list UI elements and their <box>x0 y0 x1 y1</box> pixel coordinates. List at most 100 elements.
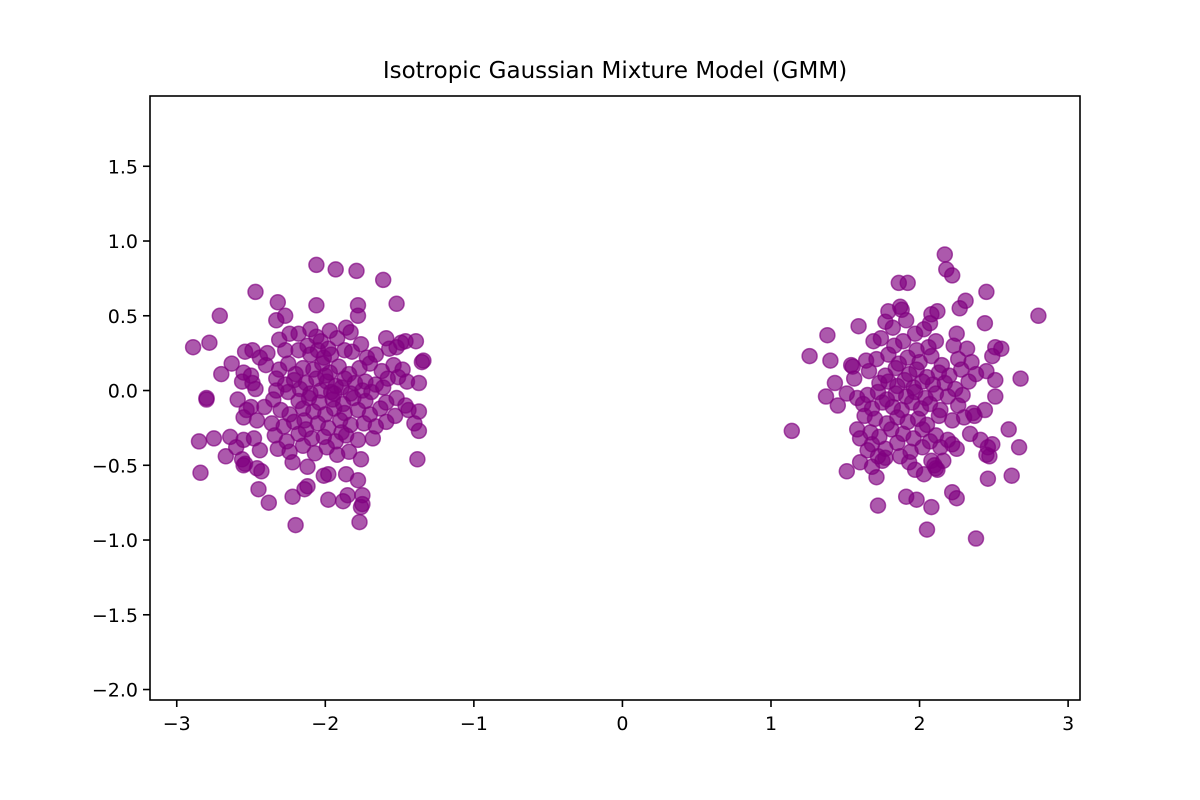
data-point <box>1003 467 1020 484</box>
data-point <box>343 343 361 360</box>
data-point <box>327 261 344 278</box>
data-point <box>247 283 264 301</box>
data-point <box>1012 370 1029 387</box>
data-point <box>1010 439 1028 456</box>
data-point <box>927 332 945 350</box>
data-point <box>923 347 940 365</box>
data-point <box>868 468 885 486</box>
chart-title: Isotropic Gaussian Mixture Model (GMM) <box>383 58 847 84</box>
data-point <box>887 359 905 377</box>
data-point <box>342 323 359 341</box>
data-point <box>819 326 836 344</box>
x-tick-label: 2 <box>914 713 926 735</box>
data-point <box>979 470 997 487</box>
data-point <box>850 317 867 335</box>
data-point <box>374 379 392 396</box>
data-point <box>783 422 801 440</box>
data-point <box>884 319 902 336</box>
data-point <box>361 355 379 372</box>
data-point <box>296 412 313 429</box>
data-point <box>952 361 970 378</box>
data-point <box>320 340 337 357</box>
data-point <box>874 452 891 470</box>
data-point <box>260 494 278 511</box>
data-point <box>377 413 395 431</box>
data-point <box>205 430 223 447</box>
y-tick-label: 1.0 <box>108 231 138 253</box>
y-tick-label: 1.5 <box>108 156 138 178</box>
data-point <box>943 267 961 284</box>
data-point <box>960 373 977 390</box>
x-tick-label: 3 <box>1062 713 1074 735</box>
data-point <box>801 347 818 365</box>
data-point <box>320 465 337 483</box>
data-point <box>889 434 906 452</box>
x-tick-label: −1 <box>460 713 488 735</box>
data-point <box>247 380 264 398</box>
data-point <box>981 448 998 465</box>
data-point <box>299 477 316 495</box>
data-point <box>284 488 301 505</box>
data-point <box>845 370 863 387</box>
x-tick-label: −3 <box>163 713 191 735</box>
data-point <box>899 274 916 292</box>
data-point <box>872 329 890 347</box>
y-tick-label: −0.5 <box>92 455 138 477</box>
y-tick-label: −1.5 <box>92 605 138 627</box>
data-point <box>317 367 334 384</box>
data-point <box>184 338 202 356</box>
data-point <box>229 391 246 408</box>
data-point <box>951 300 968 317</box>
y-tick-label: 0.0 <box>108 381 138 403</box>
data-point <box>308 328 325 345</box>
data-point <box>374 271 392 289</box>
data-point <box>290 325 307 342</box>
data-point <box>929 461 946 479</box>
data-point <box>860 362 878 380</box>
data-point <box>914 421 931 438</box>
data-point <box>190 433 208 450</box>
data-point <box>869 497 887 514</box>
data-point <box>287 516 304 534</box>
data-point <box>213 365 230 383</box>
data-point <box>333 424 350 441</box>
data-point <box>201 334 218 351</box>
data-point <box>320 491 337 508</box>
data-point <box>407 332 425 350</box>
data-point <box>826 374 844 392</box>
data-point <box>829 397 847 414</box>
data-point <box>410 374 428 392</box>
data-point <box>328 329 346 347</box>
x-tick-label: 0 <box>616 713 628 735</box>
data-point <box>192 464 209 482</box>
data-point <box>838 463 856 480</box>
data-point <box>308 297 325 314</box>
data-point <box>987 388 1004 405</box>
data-point <box>987 371 1004 389</box>
data-point <box>211 307 229 325</box>
data-point <box>908 491 925 508</box>
data-point <box>388 295 405 313</box>
data-point <box>339 486 356 504</box>
data-point <box>248 412 266 429</box>
y-tick-label: −2.0 <box>92 680 138 702</box>
data-point <box>251 442 269 459</box>
data-point <box>880 346 897 363</box>
data-point <box>308 256 325 274</box>
data-point <box>364 430 382 447</box>
data-point <box>415 352 432 369</box>
data-point <box>948 489 965 507</box>
data-point <box>948 440 965 458</box>
data-point <box>294 437 312 455</box>
y-tick-label: 0.5 <box>108 306 138 328</box>
data-point <box>388 338 405 356</box>
data-point <box>822 352 839 369</box>
data-point <box>978 283 995 301</box>
data-point <box>340 443 358 461</box>
data-point <box>923 498 940 516</box>
data-point <box>976 314 994 332</box>
data-point <box>349 307 367 325</box>
data-point <box>217 448 235 465</box>
data-point <box>936 246 954 263</box>
